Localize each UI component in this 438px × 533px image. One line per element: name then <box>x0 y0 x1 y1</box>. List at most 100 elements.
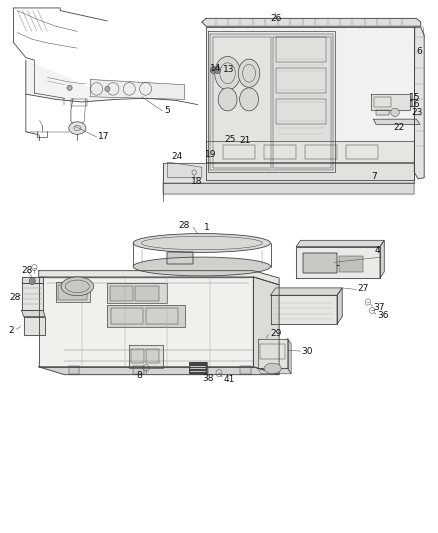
Polygon shape <box>288 338 291 374</box>
Polygon shape <box>21 283 43 310</box>
Polygon shape <box>129 345 163 368</box>
Bar <box>146 349 159 363</box>
Text: 15: 15 <box>409 93 420 102</box>
Polygon shape <box>24 317 45 335</box>
Bar <box>135 286 159 302</box>
Text: 16: 16 <box>409 100 420 109</box>
Ellipse shape <box>29 278 35 285</box>
Polygon shape <box>240 366 251 374</box>
Bar <box>107 283 167 303</box>
Bar <box>276 99 326 124</box>
Polygon shape <box>21 310 45 317</box>
Polygon shape <box>69 366 79 374</box>
Bar <box>58 285 87 301</box>
Bar <box>131 349 144 363</box>
Polygon shape <box>253 277 279 375</box>
Bar <box>189 362 207 374</box>
Bar <box>264 145 296 159</box>
Polygon shape <box>208 31 335 173</box>
Polygon shape <box>167 162 202 177</box>
Bar <box>107 283 167 303</box>
Bar <box>107 305 185 327</box>
Polygon shape <box>39 271 279 285</box>
Bar <box>374 97 391 107</box>
Bar <box>339 256 363 272</box>
Ellipse shape <box>264 363 281 374</box>
Polygon shape <box>90 79 185 99</box>
Bar <box>260 344 285 359</box>
Ellipse shape <box>215 56 240 90</box>
Polygon shape <box>39 277 253 367</box>
Ellipse shape <box>218 88 237 111</box>
Bar <box>110 286 133 302</box>
Text: 41: 41 <box>223 375 235 384</box>
Text: 8: 8 <box>137 370 142 379</box>
Bar <box>339 256 363 272</box>
Polygon shape <box>163 163 414 183</box>
Bar <box>189 362 207 374</box>
Text: 28: 28 <box>10 293 21 302</box>
Text: 24: 24 <box>172 152 183 161</box>
Bar <box>71 99 87 106</box>
Text: 22: 22 <box>394 123 405 132</box>
Polygon shape <box>163 183 414 195</box>
Bar <box>167 253 193 264</box>
Text: 28: 28 <box>178 221 190 230</box>
Text: 19: 19 <box>205 150 217 159</box>
Bar <box>135 286 159 302</box>
Text: 7: 7 <box>371 172 377 181</box>
Text: 21: 21 <box>240 135 251 144</box>
Bar <box>303 253 337 273</box>
Text: 25: 25 <box>224 134 236 143</box>
Polygon shape <box>212 37 271 168</box>
Text: 27: 27 <box>357 284 369 293</box>
Polygon shape <box>337 288 342 324</box>
Polygon shape <box>39 367 279 375</box>
Polygon shape <box>26 60 116 102</box>
Bar <box>167 253 193 264</box>
Polygon shape <box>258 368 291 374</box>
Bar <box>223 145 255 159</box>
Text: 30: 30 <box>301 346 313 356</box>
Polygon shape <box>198 366 208 374</box>
Polygon shape <box>21 277 43 283</box>
Polygon shape <box>258 338 288 368</box>
Polygon shape <box>374 119 420 124</box>
Bar <box>107 305 185 327</box>
Polygon shape <box>376 110 389 115</box>
Polygon shape <box>414 27 424 179</box>
Text: 14: 14 <box>209 63 221 72</box>
Ellipse shape <box>238 59 260 87</box>
Ellipse shape <box>210 67 216 74</box>
Text: 38: 38 <box>203 374 214 383</box>
Text: 2: 2 <box>9 326 14 335</box>
Text: 1: 1 <box>204 223 210 232</box>
Bar <box>146 349 159 363</box>
Polygon shape <box>296 240 384 247</box>
Bar <box>131 349 144 363</box>
Text: 37: 37 <box>374 303 385 312</box>
Ellipse shape <box>240 88 258 111</box>
Ellipse shape <box>133 233 271 253</box>
Bar <box>346 145 378 159</box>
Bar <box>276 68 326 93</box>
Polygon shape <box>133 366 144 374</box>
Polygon shape <box>272 37 331 168</box>
Bar <box>110 286 133 302</box>
Polygon shape <box>202 19 421 26</box>
Bar <box>111 308 143 324</box>
Ellipse shape <box>105 86 110 92</box>
Text: 13: 13 <box>223 65 234 74</box>
Text: 36: 36 <box>377 311 389 320</box>
Polygon shape <box>210 34 333 170</box>
Text: 6: 6 <box>417 47 422 56</box>
Bar <box>303 253 337 273</box>
Text: 23: 23 <box>411 108 423 117</box>
Text: 28: 28 <box>21 266 33 275</box>
Ellipse shape <box>391 108 399 117</box>
Text: 17: 17 <box>98 133 110 141</box>
Ellipse shape <box>69 122 86 134</box>
Ellipse shape <box>215 67 221 74</box>
Text: 29: 29 <box>271 329 282 338</box>
Bar <box>167 253 193 264</box>
